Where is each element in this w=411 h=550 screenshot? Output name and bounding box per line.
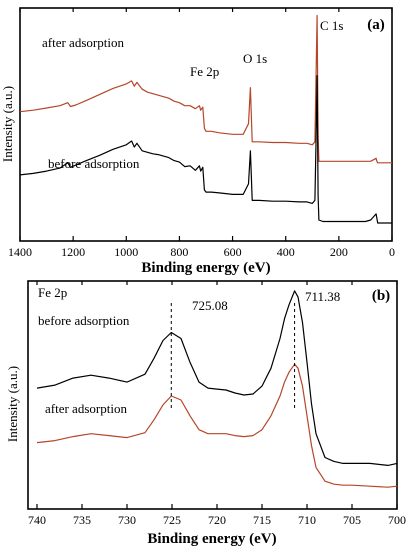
panel-b-corner-label: Fe 2p [38,285,67,300]
x-tick-label: 1000 [114,245,138,259]
x-tick-label: 400 [277,245,295,259]
panel-b-peak2-label: 711.38 [305,289,340,304]
panel-b-peak-lines [170,303,296,411]
x-tick-label: 200 [330,245,348,259]
series-line-2 [36,363,398,488]
series-line-1 [19,14,392,164]
panel-a-ylabel: Intensity (a.u.) [0,86,15,162]
panel-b-plot-frame [27,280,398,510]
panel-a-o1s-label: O 1s [243,51,267,66]
panel-a-peak-annotations: C 1s O 1s Fe 2p [190,18,343,79]
x-tick-label: 1200 [61,245,85,259]
panel-b-xlabel: Binding energy (eV) [147,531,276,547]
panel-b-fe2p-spectrum: 740 735 730 725 720 715 710 705 700 Fe 2p before… [5,280,406,547]
panel-b-x-ticks: 740 735 730 725 720 715 710 705 700 [28,281,406,527]
panel-b-after-label: after adsorption [45,401,127,416]
panel-a-xlabel: Binding energy (eV) [141,260,270,276]
panel-a-series-labels: after adsorption before adsorption [42,35,140,171]
panel-b-peak1-label: 725.08 [192,298,228,313]
series-line-1 [36,290,398,466]
panel-a-c1s-label: C 1s [320,18,343,33]
x-tick-label: 740 [28,513,46,527]
x-tick-label: 0 [389,245,395,259]
x-tick-label: 715 [253,513,271,527]
panel-a-fe2p-label: Fe 2p [190,64,219,79]
panel-b-series-group [36,290,398,488]
x-tick-label: 725 [163,513,181,527]
x-tick-label: 800 [170,245,188,259]
panel-a-x-ticks: 1400 1200 1000 800 600 400 200 0 [8,8,395,259]
x-tick-label: 600 [224,245,242,259]
panel-b-before-label: before adsorption [38,313,130,328]
x-tick-label: 700 [388,513,406,527]
x-tick-label: 735 [73,513,91,527]
panel-b-ylabel: Intensity (a.u.) [5,366,20,442]
panel-a-label: (a) [367,17,385,33]
x-tick-label: 705 [343,513,361,527]
series-line-2 [19,74,392,224]
panel-a-after-label: after adsorption [42,35,124,50]
panel-a-before-label: before adsorption [48,156,140,171]
panel-a-survey-spectrum: 1400 1200 1000 800 600 400 200 0 after adsorpti… [0,7,395,276]
panel-a-plot-frame [19,7,393,242]
panel-b-label: (b) [372,288,390,304]
x-tick-label: 710 [298,513,316,527]
x-tick-label: 720 [208,513,226,527]
panel-a-series-group [19,14,392,224]
x-tick-label: 1400 [8,245,32,259]
x-tick-label: 730 [118,513,136,527]
